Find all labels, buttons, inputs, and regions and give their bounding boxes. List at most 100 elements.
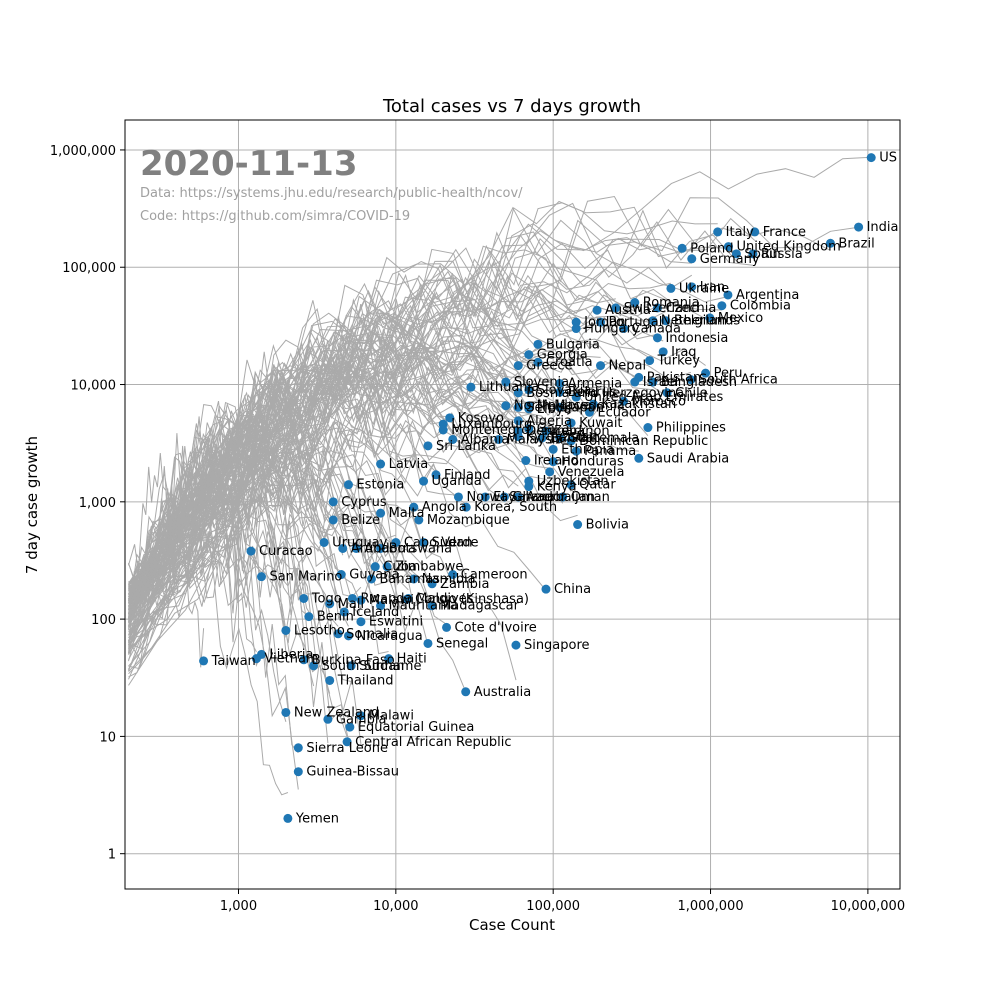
country-point: [419, 476, 429, 486]
country-label: Honduras: [561, 455, 624, 470]
country-label: Moldova: [537, 399, 592, 414]
country-trail: [128, 438, 305, 618]
country-label: Gambia: [336, 712, 387, 727]
country-label: Portugal: [609, 315, 663, 330]
country-point: [251, 654, 261, 664]
country-point: [336, 570, 346, 580]
y-tick-label: 10: [99, 730, 116, 745]
country-label: Nicaragua: [356, 629, 422, 644]
axis-ticks: 1,000 10,000 100,000 1,000,000 10,000,000 1 10…: [50, 144, 905, 914]
country-label: Andorra: [364, 541, 416, 556]
country-point: [548, 444, 558, 454]
country-point: [537, 433, 547, 443]
country-point: [555, 379, 565, 389]
country-point: [391, 537, 401, 547]
country-point: [342, 737, 352, 747]
country-label: Ukraine: [679, 281, 729, 296]
country-label: Kazakhstan: [601, 397, 676, 412]
country-label: Czechia: [665, 301, 716, 316]
country-point: [281, 707, 291, 717]
country-point: [376, 601, 386, 611]
country-point: [366, 574, 376, 584]
country-point: [596, 317, 606, 327]
country-point: [293, 743, 303, 753]
country-point: [521, 456, 531, 466]
country-label: Gaza: [537, 422, 570, 437]
country-label: Kenya: [537, 480, 577, 495]
x-axis-title: Case Count: [469, 916, 555, 934]
country-label: France: [763, 225, 806, 240]
country-point: [438, 425, 448, 435]
country-label: United Arab Emirates: [584, 390, 723, 405]
country-point: [648, 316, 658, 326]
country-trail: [128, 428, 517, 681]
country-label: North Macedonia: [514, 399, 625, 414]
country-label: Poland: [690, 241, 733, 256]
country-label: Spain: [744, 247, 780, 262]
country-label: Uganda: [432, 474, 482, 489]
country-point: [687, 254, 697, 264]
country-label: Sierra Leone: [306, 741, 388, 756]
country-label: Congo (Kinshasa): [415, 592, 529, 607]
country-label: San Marino: [269, 570, 342, 585]
country-label: Liberia: [269, 647, 313, 662]
country-point: [409, 502, 419, 512]
country-point: [356, 595, 366, 605]
country-point: [573, 520, 583, 530]
country-label: Zimbabwe: [395, 560, 463, 575]
country-point: [346, 661, 356, 671]
country-point: [281, 625, 291, 635]
country-point: [376, 543, 386, 553]
country-point: [571, 392, 581, 402]
country-point: [427, 579, 437, 589]
country-trail: [128, 223, 683, 667]
country-label: India: [867, 220, 899, 235]
country-label: Ghana: [512, 490, 555, 505]
country-trail: [128, 507, 289, 796]
country-label: Eswatini: [369, 615, 423, 630]
country-label: Cote d'Ivoire: [455, 620, 537, 635]
country-point: [584, 407, 594, 417]
country-label: Malawi: [369, 709, 414, 724]
country-label: Australia: [474, 685, 532, 700]
country-point: [431, 470, 441, 480]
country-label: Vietnam: [264, 652, 318, 667]
country-label: Luxembourg: [451, 417, 532, 432]
country-point: [466, 382, 476, 392]
country-label: Sudan: [432, 535, 473, 550]
country-label: Slovakia: [537, 383, 592, 398]
country-label: Central African Republic: [355, 735, 511, 750]
country-label: Israel: [643, 375, 679, 390]
x-tick-label: 10,000,000: [831, 899, 905, 914]
country-label: Finland: [444, 468, 490, 483]
country-label: Estonia: [356, 478, 404, 493]
code-source-label: Code: https://github.com/simra/COVID-19: [140, 209, 410, 224]
country-point: [299, 593, 309, 603]
country-label: Mexico: [718, 311, 763, 326]
country-label: Mozambique: [427, 513, 510, 528]
country-label: Libya: [537, 402, 572, 417]
country-point: [661, 316, 671, 326]
country-label: Haiti: [397, 652, 427, 667]
country-label: Oman: [571, 490, 610, 505]
country-label: Nepal: [609, 359, 647, 374]
country-point: [333, 629, 343, 639]
country-point: [713, 227, 723, 237]
country-point: [448, 434, 458, 444]
country-label: Korea, South: [474, 500, 557, 515]
country-label: Uruguay: [332, 535, 388, 550]
country-point: [423, 441, 433, 451]
history-trails: [128, 156, 872, 796]
country-point: [524, 424, 534, 434]
country-trail: [128, 480, 287, 722]
country-point: [705, 313, 715, 323]
country-trail: [128, 459, 352, 682]
country-label: Hungary: [584, 322, 640, 337]
grid: [125, 120, 900, 889]
country-point: [343, 480, 353, 490]
y-tick-label: 100,000: [62, 261, 116, 276]
country-label: Mali: [338, 597, 364, 612]
country-point: [645, 356, 655, 366]
country-point: [499, 492, 509, 502]
country-point: [345, 722, 355, 732]
